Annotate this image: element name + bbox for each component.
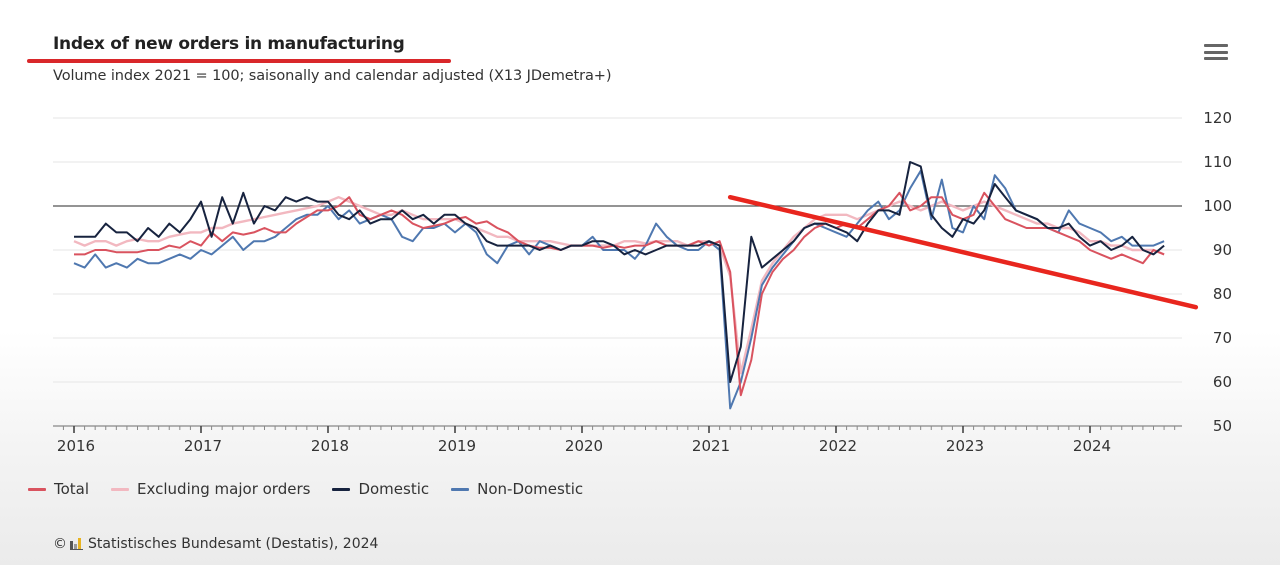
x-tick-label: 2018 — [311, 437, 349, 455]
copyright-icon: © — [53, 536, 67, 552]
y-tick-label: 70 — [1213, 329, 1232, 347]
legend-item-domestic[interactable]: Domestic — [332, 480, 429, 498]
legend-swatch-total — [28, 487, 46, 491]
hamburger-menu-icon[interactable] — [1204, 44, 1228, 64]
y-axis-labels: 50 60 70 80 90 100 110 120 — [1203, 109, 1232, 435]
series-line-total — [74, 191, 1165, 397]
x-tick-label: 2016 — [57, 437, 95, 455]
legend-item-non-domestic[interactable]: Non-Domestic — [451, 480, 583, 498]
chart-title: Index of new orders in manufacturing — [53, 34, 405, 54]
series-line-excluding — [73, 195, 1165, 375]
x-tick-label: 2024 — [1073, 437, 1111, 455]
x-tick-label: 2022 — [819, 437, 857, 455]
legend-item-excluding-major-orders[interactable]: Excluding major orders — [111, 480, 310, 498]
y-tick-label: 80 — [1213, 285, 1232, 303]
annotation-layer — [727, 194, 1199, 310]
destatis-logo-icon — [70, 538, 83, 550]
x-tick-label: 2020 — [565, 437, 603, 455]
x-tick-label: 2021 — [692, 437, 730, 455]
legend-swatch-domestic — [332, 487, 351, 491]
legend-label: Domestic — [358, 480, 430, 498]
x-tick-label: 2017 — [184, 437, 222, 455]
y-tick-label: 110 — [1203, 153, 1232, 171]
y-tick-label: 60 — [1213, 373, 1232, 391]
chart-subtitle: Volume index 2021 = 100; saisonally and … — [53, 68, 612, 84]
legend-label: Non-Domestic — [477, 480, 584, 498]
legend-item-total[interactable]: Total — [28, 480, 89, 498]
credits[interactable]: © Statistisches Bundesamt (Destatis), 20… — [53, 536, 378, 552]
legend-swatch-excluding — [111, 487, 130, 491]
title-underline-annotation — [27, 59, 451, 63]
y-tick-label: 50 — [1213, 417, 1232, 435]
trend-annotation-line — [727, 194, 1199, 310]
x-tick-label: 2019 — [438, 437, 476, 455]
y-tick-label: 120 — [1203, 109, 1232, 127]
x-axis: 2016 2017 2018 2019 2020 2021 2022 2023 2024 — [53, 425, 1182, 455]
y-tick-label: 90 — [1213, 241, 1232, 259]
y-tick-label: 100 — [1203, 197, 1232, 215]
legend-swatch-non-domestic — [451, 487, 470, 491]
credits-text: Statistisches Bundesamt (Destatis), 2024 — [88, 536, 379, 552]
series-line-domestic — [74, 161, 1165, 383]
chart-svg: 50 60 70 80 90 100 110 120 2016 2017 2018 2019 2020… — [53, 109, 1232, 455]
x-tick-label: 2023 — [946, 437, 984, 455]
grid-lines — [53, 117, 1182, 383]
series-lines — [73, 161, 1165, 410]
legend-label: Total — [54, 480, 90, 498]
legend: Total Excluding major orders Domestic No… — [28, 480, 605, 498]
legend-label: Excluding major orders — [137, 480, 311, 498]
